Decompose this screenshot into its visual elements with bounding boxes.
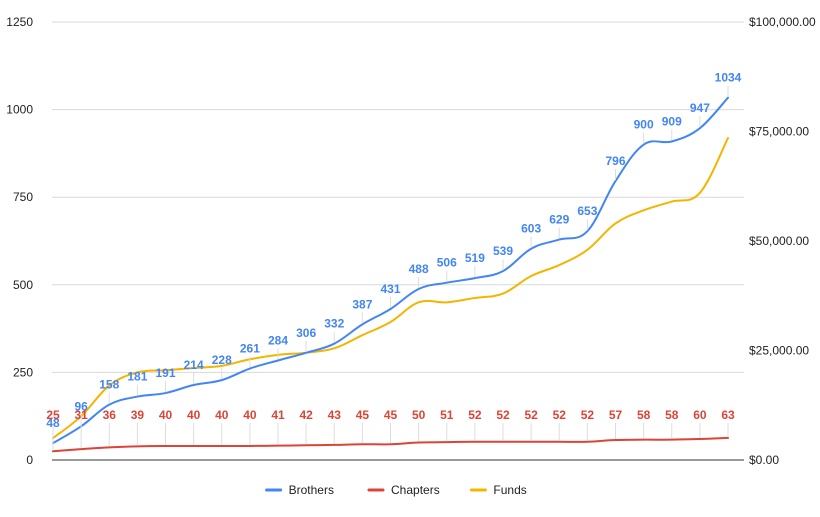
y-tick-label-right: $0.00 [749,453,779,467]
data-label-chapters: 43 [328,408,342,422]
y-tick-label-right: $50,000.00 [749,234,809,248]
y-tick-label-right: $75,000.00 [749,125,809,139]
data-label-chapters: 40 [187,408,201,422]
data-label-brothers: 947 [690,101,710,115]
y-tick-label-left: 1000 [6,103,33,117]
data-label-brothers: 306 [296,326,316,340]
data-label-brothers: 488 [409,262,429,276]
y-tick-label-left: 500 [13,278,33,292]
data-label-brothers: 228 [212,353,232,367]
data-label-brothers: 653 [577,204,597,218]
y-tick-label-left: 750 [13,190,33,204]
data-label-brothers: 214 [184,358,204,372]
data-label-brothers: 158 [99,378,119,392]
series-line-funds [52,137,729,440]
data-label-chapters: 52 [496,408,510,422]
data-label-brothers: 1034 [715,71,742,85]
legend-label-brothers: Brothers [289,483,334,497]
data-label-chapters: 52 [581,408,595,422]
data-label-chapters: 58 [665,408,679,422]
data-label-brothers: 96 [74,399,88,413]
y-tick-label-left: 0 [26,453,33,467]
data-label-brothers: 191 [155,366,175,380]
series-line-chapters [52,436,729,453]
data-label-chapters: 45 [384,408,398,422]
data-label-chapters: 25 [46,408,60,422]
data-label-chapters: 39 [131,408,145,422]
data-label-brothers: 387 [352,297,372,311]
data-label-brothers: 539 [493,244,513,258]
data-label-chapters: 63 [721,408,735,422]
data-label-brothers: 909 [662,114,682,128]
y-tick-label-left: 1250 [6,15,33,29]
y-tick-label-right: $25,000.00 [749,344,809,358]
data-label-chapters: 52 [524,408,538,422]
data-label-chapters: 52 [468,408,482,422]
data-label-chapters: 60 [693,408,707,422]
data-label-chapters: 58 [637,408,651,422]
legend-label-chapters: Chapters [391,483,440,497]
data-label-brothers: 506 [437,256,457,270]
data-label-brothers: 629 [549,213,569,227]
data-label-chapters: 45 [356,408,370,422]
data-label-brothers: 796 [605,154,625,168]
data-label-chapters: 51 [440,408,454,422]
y-tick-label-right: $100,000.00 [749,15,816,29]
data-label-chapters: 57 [609,408,623,422]
data-label-chapters: 40 [215,408,229,422]
data-label-brothers: 181 [127,370,147,384]
data-label-brothers: 261 [240,342,260,356]
data-label-brothers: 332 [324,317,344,331]
data-label-brothers: 900 [634,118,654,132]
data-label-chapters: 42 [299,408,313,422]
data-label-brothers: 519 [465,251,485,265]
data-label-chapters: 31 [74,408,88,422]
data-label-brothers: 603 [521,222,541,236]
data-label-chapters: 40 [159,408,173,422]
data-label-brothers: 284 [268,333,288,347]
data-label-chapters: 50 [412,408,426,422]
data-label-chapters: 41 [271,408,285,422]
legend-label-funds: Funds [493,483,526,497]
y-tick-label-left: 250 [13,365,33,379]
data-label-chapters: 40 [243,408,257,422]
data-label-brothers: 431 [380,282,400,296]
data-label-chapters: 52 [553,408,567,422]
series-line-brothers [52,96,729,445]
data-label-chapters: 36 [103,408,117,422]
